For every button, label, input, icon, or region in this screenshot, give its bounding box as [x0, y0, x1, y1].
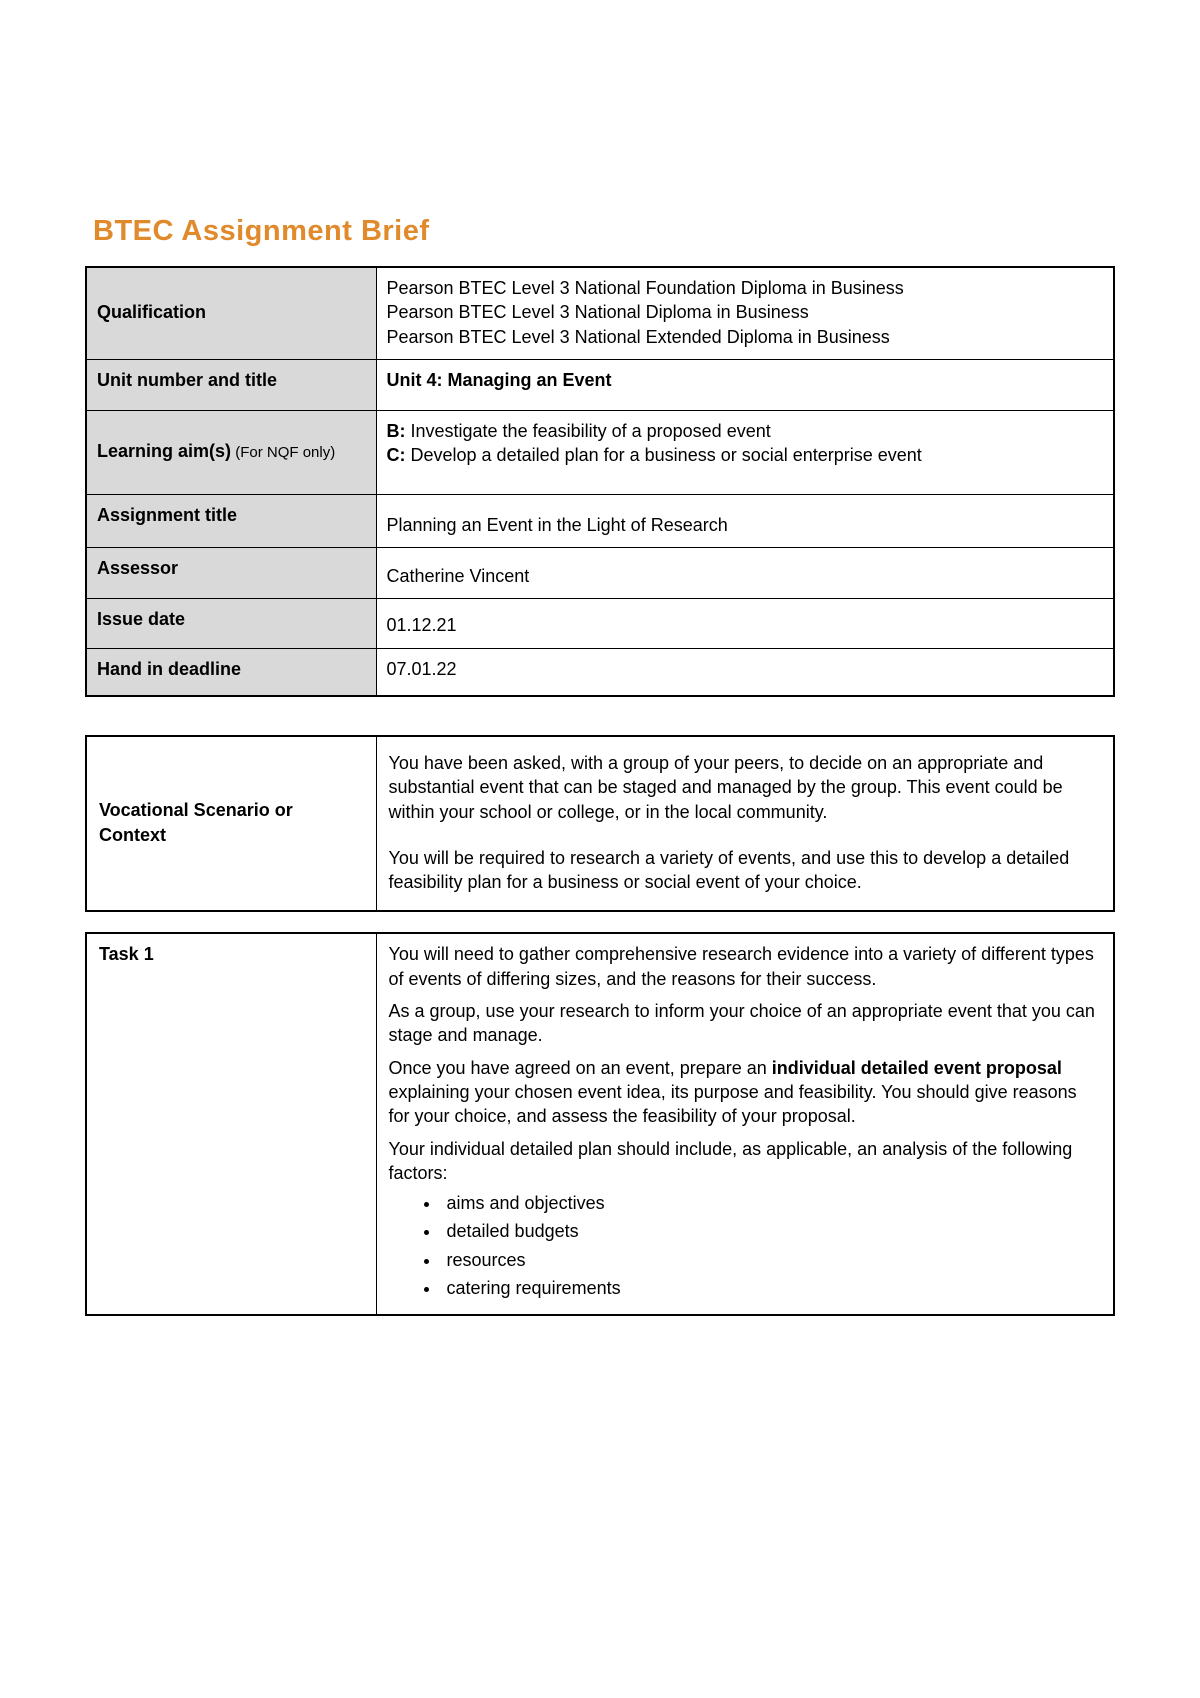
- row-assessor: Assessor Catherine Vincent: [86, 548, 1114, 599]
- row-task-1: Task 1 You will need to gather comprehen…: [86, 933, 1114, 1315]
- qual-line-3: Pearson BTEC Level 3 National Extended D…: [387, 327, 890, 347]
- aim-c-prefix: C:: [387, 445, 406, 465]
- label-assignment-title: Assignment title: [86, 494, 376, 547]
- aim-b-text: Investigate the feasibility of a propose…: [406, 421, 771, 441]
- task1-para-3: Once you have agreed on an event, prepar…: [389, 1056, 1102, 1129]
- qual-line-2: Pearson BTEC Level 3 National Diploma in…: [387, 302, 809, 322]
- bullet-resources: resources: [441, 1248, 1102, 1272]
- row-qualification: Qualification Pearson BTEC Level 3 Natio…: [86, 267, 1114, 359]
- task1-para-1: You will need to gather comprehensive re…: [389, 942, 1102, 991]
- scenario-para-2: You will be required to research a varie…: [389, 846, 1102, 895]
- task1-p3-bold: individual detailed event proposal: [772, 1058, 1062, 1078]
- bullet-budgets: detailed budgets: [441, 1219, 1102, 1243]
- value-deadline: 07.01.22: [376, 648, 1114, 696]
- brief-table: Qualification Pearson BTEC Level 3 Natio…: [85, 266, 1115, 697]
- label-scenario: Vocational Scenario or Context: [86, 736, 376, 911]
- task1-bullet-list: aims and objectives detailed budgets res…: [389, 1191, 1102, 1300]
- bullet-catering: catering requirements: [441, 1276, 1102, 1300]
- qual-line-1: Pearson BTEC Level 3 National Foundation…: [387, 278, 904, 298]
- scenario-para-1: You have been asked, with a group of you…: [389, 751, 1102, 824]
- label-task-1: Task 1: [86, 933, 376, 1315]
- page-title: BTEC Assignment Brief: [93, 215, 1115, 248]
- value-unit: Unit 4: Managing an Event: [376, 359, 1114, 410]
- aim-c-text: Develop a detailed plan for a business o…: [406, 445, 922, 465]
- label-deadline: Hand in deadline: [86, 648, 376, 696]
- value-scenario: You have been asked, with a group of you…: [376, 736, 1114, 911]
- row-issue-date: Issue date 01.12.21: [86, 599, 1114, 648]
- row-unit: Unit number and title Unit 4: Managing a…: [86, 359, 1114, 410]
- label-unit: Unit number and title: [86, 359, 376, 410]
- row-learning-aims: Learning aim(s) (For NQF only) B: Invest…: [86, 411, 1114, 495]
- unit-title-text: Unit 4: Managing an Event: [387, 370, 612, 390]
- value-assignment-title: Planning an Event in the Light of Resear…: [376, 494, 1114, 547]
- task1-para-2: As a group, use your research to inform …: [389, 999, 1102, 1048]
- row-deadline: Hand in deadline 07.01.22: [86, 648, 1114, 696]
- aim-b-prefix: B:: [387, 421, 406, 441]
- bullet-aims: aims and objectives: [441, 1191, 1102, 1215]
- document-page: BTEC Assignment Brief Qualification Pear…: [0, 0, 1200, 1698]
- value-task-1: You will need to gather comprehensive re…: [376, 933, 1114, 1315]
- value-issue-date: 01.12.21: [376, 599, 1114, 648]
- label-assessor: Assessor: [86, 548, 376, 599]
- learning-aims-note: (For NQF only): [231, 444, 335, 461]
- task1-p3-post: explaining your chosen event idea, its p…: [389, 1082, 1077, 1126]
- task1-para-4: Your individual detailed plan should inc…: [389, 1137, 1102, 1186]
- label-qualification: Qualification: [86, 267, 376, 359]
- aim-b: B: Investigate the feasibility of a prop…: [387, 419, 1104, 443]
- row-assignment-title: Assignment title Planning an Event in th…: [86, 494, 1114, 547]
- label-learning-aims: Learning aim(s) (For NQF only): [86, 411, 376, 495]
- value-learning-aims: B: Investigate the feasibility of a prop…: [376, 411, 1114, 495]
- task1-p3-pre: Once you have agreed on an event, prepar…: [389, 1058, 772, 1078]
- value-assessor: Catherine Vincent: [376, 548, 1114, 599]
- scenario-table: Vocational Scenario or Context You have …: [85, 735, 1115, 912]
- task-table: Task 1 You will need to gather comprehen…: [85, 932, 1115, 1316]
- aim-c: C: Develop a detailed plan for a busines…: [387, 443, 1104, 467]
- value-qualification: Pearson BTEC Level 3 National Foundation…: [376, 267, 1114, 359]
- label-issue-date: Issue date: [86, 599, 376, 648]
- learning-aims-label-text: Learning aim(s): [97, 441, 231, 461]
- row-scenario: Vocational Scenario or Context You have …: [86, 736, 1114, 911]
